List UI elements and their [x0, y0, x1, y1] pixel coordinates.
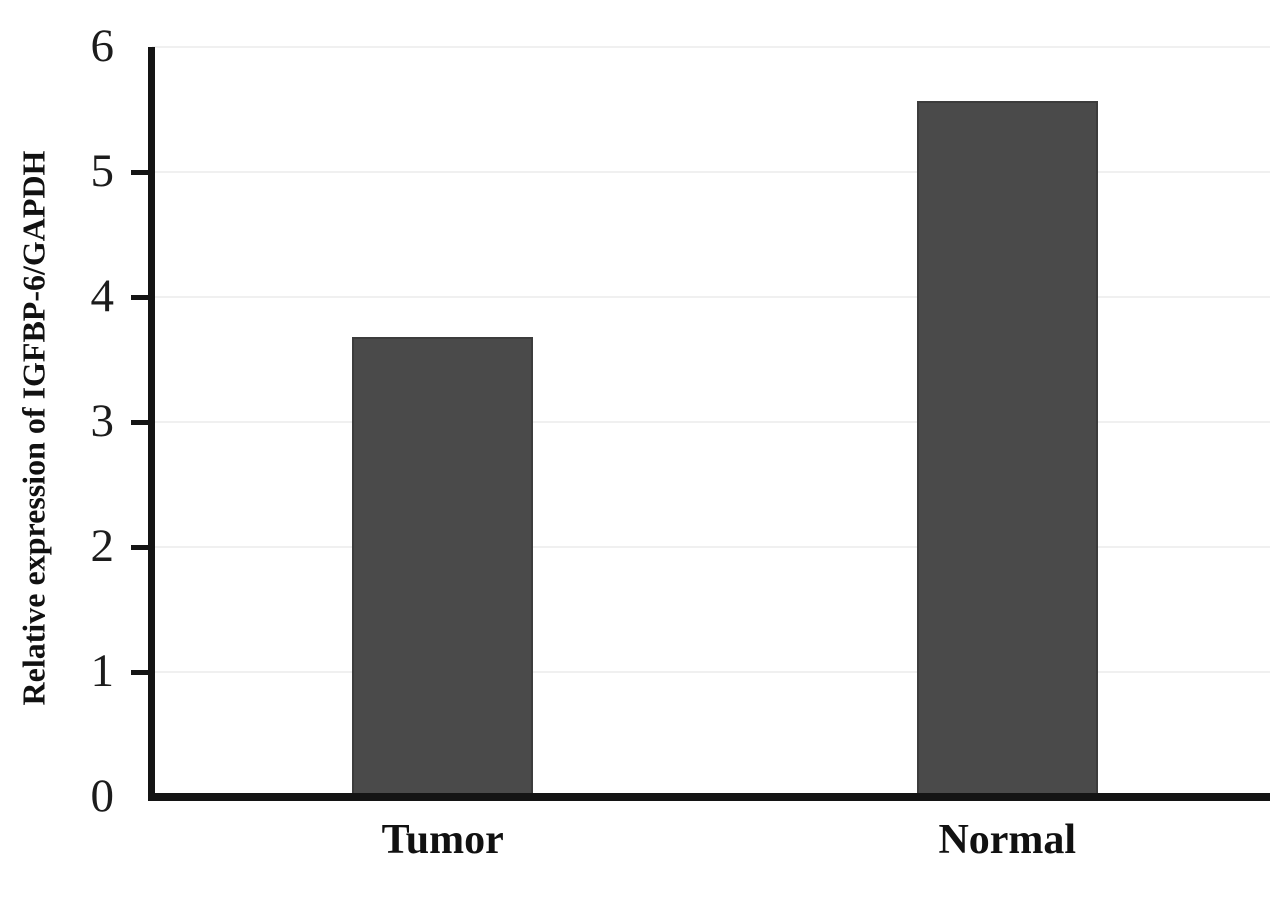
gridline-y6	[152, 46, 1270, 48]
y-tick-label-1: 1	[90, 645, 115, 697]
y-tick-mark-1	[131, 670, 149, 675]
y-tick-mark-5	[131, 170, 149, 175]
gridline-y3	[152, 421, 1270, 423]
gridline-y2	[152, 546, 1270, 548]
plot-area	[152, 46, 1270, 797]
bar-normal	[916, 100, 1098, 797]
x-category-label-normal: Normal	[938, 817, 1077, 863]
y-tick-label-2: 2	[90, 520, 115, 572]
y-tick-label-6: 6	[90, 20, 115, 72]
y-tick-label-5: 5	[90, 145, 115, 197]
gridline-y4	[152, 296, 1270, 298]
y-tick-label-4: 4	[90, 270, 115, 322]
y-tick-mark-3	[131, 420, 149, 425]
y-tick-label-3: 3	[90, 395, 115, 447]
y-tick-mark-2	[131, 545, 149, 550]
y-tick-label-0: 0	[90, 770, 115, 822]
y-tick-mark-4	[131, 295, 149, 300]
gridline-y1	[152, 671, 1270, 673]
x-axis-line	[148, 793, 1270, 801]
gridline-y5	[152, 171, 1270, 173]
y-axis-line	[148, 47, 155, 801]
x-category-label-tumor: Tumor	[381, 817, 504, 863]
bar-tumor	[352, 337, 534, 797]
